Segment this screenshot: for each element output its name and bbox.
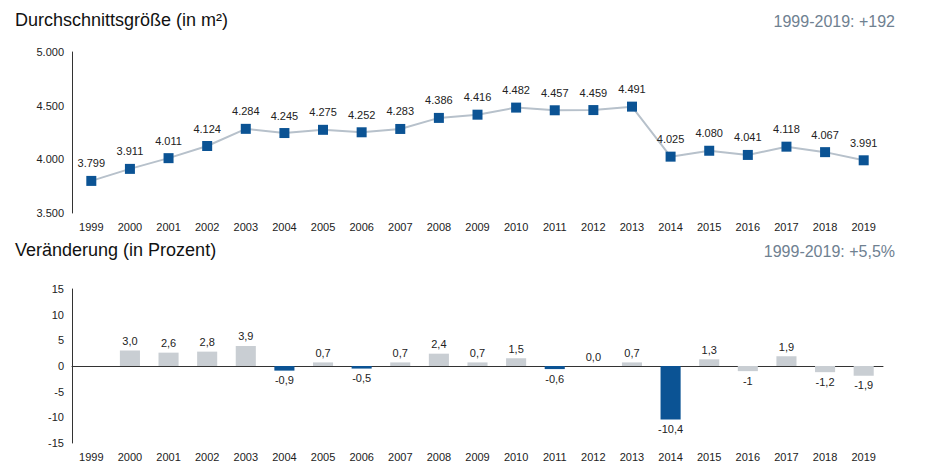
svg-text:2006: 2006 xyxy=(349,451,373,463)
svg-text:5: 5 xyxy=(58,334,64,346)
svg-text:2005: 2005 xyxy=(311,221,335,233)
svg-text:4.386: 4.386 xyxy=(425,94,453,106)
svg-text:2002: 2002 xyxy=(195,451,219,463)
svg-text:4.041: 4.041 xyxy=(734,131,762,143)
svg-text:2015: 2015 xyxy=(697,451,721,463)
svg-text:-0,6: -0,6 xyxy=(545,373,564,385)
svg-text:2013: 2013 xyxy=(620,221,644,233)
svg-text:2019: 2019 xyxy=(851,451,875,463)
svg-text:2,8: 2,8 xyxy=(200,336,215,348)
svg-text:0,7: 0,7 xyxy=(315,347,330,359)
svg-text:4.457: 4.457 xyxy=(541,87,569,99)
svg-text:4.491: 4.491 xyxy=(618,83,646,95)
svg-text:4.124: 4.124 xyxy=(193,123,221,135)
svg-text:-0,9: -0,9 xyxy=(275,374,294,386)
svg-text:2009: 2009 xyxy=(465,451,489,463)
svg-text:4.000: 4.000 xyxy=(36,153,64,165)
svg-text:4.482: 4.482 xyxy=(502,84,530,96)
svg-text:Durchschnittsgröße (in m²): Durchschnittsgröße (in m²) xyxy=(15,10,228,30)
svg-text:2017: 2017 xyxy=(774,451,798,463)
svg-text:-1,2: -1,2 xyxy=(816,376,835,388)
svg-text:2,6: 2,6 xyxy=(161,337,176,349)
svg-text:2016: 2016 xyxy=(736,221,760,233)
svg-text:2005: 2005 xyxy=(311,451,335,463)
svg-text:2007: 2007 xyxy=(388,451,412,463)
svg-text:2011: 2011 xyxy=(543,221,567,233)
svg-text:0: 0 xyxy=(58,360,64,372)
svg-text:4.283: 4.283 xyxy=(386,105,414,117)
svg-text:4.011: 4.011 xyxy=(155,135,182,147)
svg-text:2012: 2012 xyxy=(581,451,605,463)
svg-text:3,0: 3,0 xyxy=(122,335,137,347)
svg-text:2014: 2014 xyxy=(658,221,682,233)
svg-text:4.080: 4.080 xyxy=(695,127,723,139)
svg-text:-1,9: -1,9 xyxy=(854,379,873,391)
svg-text:3.991: 3.991 xyxy=(850,137,878,149)
svg-text:0,0: 0,0 xyxy=(586,351,601,363)
svg-text:2014: 2014 xyxy=(658,451,682,463)
svg-text:2008: 2008 xyxy=(427,451,451,463)
svg-text:1999: 1999 xyxy=(79,221,103,233)
svg-text:3.799: 3.799 xyxy=(78,157,106,169)
svg-text:2001: 2001 xyxy=(156,221,180,233)
svg-text:1999-2019: +192: 1999-2019: +192 xyxy=(774,13,896,30)
svg-text:2000: 2000 xyxy=(118,451,142,463)
svg-text:2019: 2019 xyxy=(851,221,875,233)
svg-text:4.067: 4.067 xyxy=(811,129,839,141)
svg-text:4.284: 4.284 xyxy=(232,105,260,117)
svg-text:10: 10 xyxy=(52,309,64,321)
svg-text:2008: 2008 xyxy=(427,221,451,233)
svg-text:-10,4: -10,4 xyxy=(658,423,683,435)
svg-text:1,5: 1,5 xyxy=(508,343,523,355)
svg-text:4.252: 4.252 xyxy=(348,109,376,121)
svg-text:2,4: 2,4 xyxy=(431,338,446,350)
svg-text:4.275: 4.275 xyxy=(309,106,337,118)
svg-text:2003: 2003 xyxy=(234,221,258,233)
svg-text:4.500: 4.500 xyxy=(36,100,64,112)
svg-text:-10: -10 xyxy=(48,411,64,423)
svg-text:1999-2019: +5,5%: 1999-2019: +5,5% xyxy=(764,243,895,260)
svg-text:2006: 2006 xyxy=(349,221,373,233)
svg-text:4.025: 4.025 xyxy=(657,133,685,145)
svg-text:-15: -15 xyxy=(48,437,64,449)
svg-text:2001: 2001 xyxy=(156,451,180,463)
svg-text:1,9: 1,9 xyxy=(779,341,794,353)
svg-text:4.416: 4.416 xyxy=(464,91,492,103)
svg-text:1999: 1999 xyxy=(79,451,103,463)
svg-text:-5: -5 xyxy=(54,386,64,398)
svg-text:2004: 2004 xyxy=(272,221,296,233)
svg-text:2013: 2013 xyxy=(620,451,644,463)
svg-text:2002: 2002 xyxy=(195,221,219,233)
svg-text:Veränderung (in Prozent): Veränderung (in Prozent) xyxy=(15,240,216,260)
svg-text:3.500: 3.500 xyxy=(36,207,64,219)
svg-text:4.118: 4.118 xyxy=(773,123,800,135)
svg-text:2012: 2012 xyxy=(581,221,605,233)
svg-text:-0,5: -0,5 xyxy=(352,372,371,384)
svg-text:4.459: 4.459 xyxy=(580,87,608,99)
svg-text:0,7: 0,7 xyxy=(393,347,408,359)
svg-text:2003: 2003 xyxy=(234,451,258,463)
svg-text:0,7: 0,7 xyxy=(470,347,485,359)
svg-text:2010: 2010 xyxy=(504,221,528,233)
svg-text:-1: -1 xyxy=(743,375,753,387)
svg-text:2015: 2015 xyxy=(697,221,721,233)
svg-text:2010: 2010 xyxy=(504,451,528,463)
svg-text:2018: 2018 xyxy=(813,451,837,463)
svg-text:2018: 2018 xyxy=(813,221,837,233)
svg-text:2016: 2016 xyxy=(736,451,760,463)
svg-text:2011: 2011 xyxy=(543,451,567,463)
svg-text:4.245: 4.245 xyxy=(271,110,299,122)
svg-text:3,9: 3,9 xyxy=(238,330,253,342)
svg-text:2000: 2000 xyxy=(118,221,142,233)
svg-text:15: 15 xyxy=(52,283,64,295)
svg-text:1,3: 1,3 xyxy=(702,344,717,356)
svg-text:5.000: 5.000 xyxy=(36,46,64,58)
svg-text:2009: 2009 xyxy=(465,221,489,233)
svg-text:0,7: 0,7 xyxy=(624,347,639,359)
svg-text:3.911: 3.911 xyxy=(117,145,144,157)
svg-text:2017: 2017 xyxy=(774,221,798,233)
svg-text:2004: 2004 xyxy=(272,451,296,463)
svg-text:2007: 2007 xyxy=(388,221,412,233)
